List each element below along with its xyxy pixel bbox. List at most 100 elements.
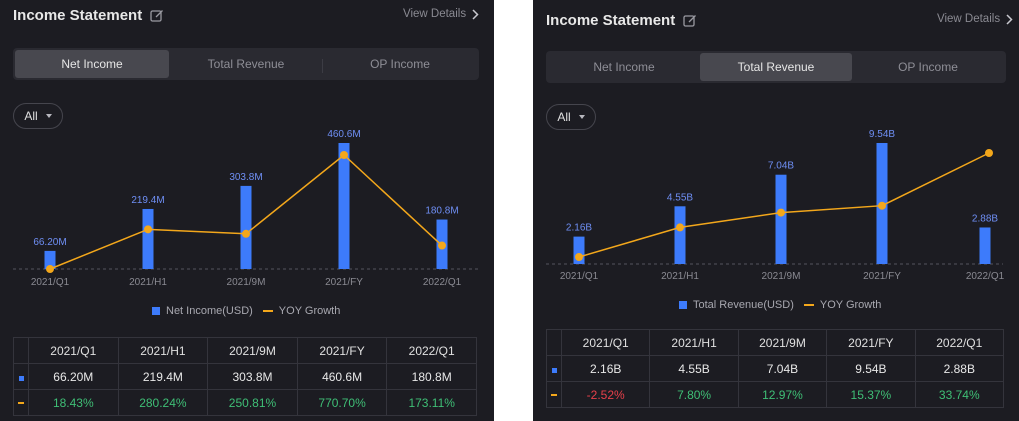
bar-series-marker <box>18 375 24 381</box>
tab-label: Net Income <box>593 60 655 74</box>
tab-net-income[interactable]: Net Income <box>548 53 700 81</box>
view-details-link[interactable]: View Details <box>937 13 1013 25</box>
period-filter-value: All <box>557 110 571 124</box>
panel-header: Income Statement <box>13 7 164 24</box>
yoy-growth-point[interactable] <box>340 151 348 159</box>
yoy-growth-point[interactable] <box>438 241 446 250</box>
metric-tabs: Net Income Total Revenue OP Income <box>546 51 1006 83</box>
column-header: 2021/9M <box>737 329 828 356</box>
table-header-row: 2021/Q1 2021/H1 2021/9M 2021/FY 2022/Q1 <box>13 337 477 364</box>
row-marker-cell <box>546 355 562 382</box>
tab-total-revenue[interactable]: Total Revenue <box>169 50 323 78</box>
legend-bar-label: Total Revenue(USD) <box>693 299 794 311</box>
growth-cell: 15.37% <box>826 381 916 408</box>
panel-header: Income Statement <box>546 12 697 29</box>
tab-label: Net Income <box>61 57 123 71</box>
x-tick-label: 2021/9M <box>227 277 266 288</box>
view-details-label: View Details <box>937 13 1001 25</box>
x-tick-label: 2021/FY <box>325 277 363 288</box>
view-details-link[interactable]: View Details <box>403 8 479 20</box>
growth-cell: 770.70% <box>296 389 388 416</box>
panel-title: Income Statement <box>13 7 143 24</box>
table-header-row: 2021/Q1 2021/H1 2021/9M 2021/FY 2022/Q1 <box>546 329 1005 356</box>
legend-bar-label: Net Income(USD) <box>166 305 253 317</box>
value-cell: 180.8M <box>386 363 477 390</box>
bar-value-label: 2.88B <box>972 213 998 224</box>
table-row-growth: 18.43% 280.24% 250.81% 770.70% 173.11% <box>13 389 477 416</box>
column-header: 2021/9M <box>207 337 298 364</box>
bar[interactable] <box>44 250 56 269</box>
growth-cell: 33.74% <box>914 381 1005 408</box>
growth-cell: -2.52% <box>560 381 651 408</box>
tab-op-income[interactable]: OP Income <box>852 53 1004 81</box>
period-filter-value: All <box>24 109 38 123</box>
yoy-growth-point[interactable] <box>676 223 684 232</box>
bar[interactable] <box>573 236 585 264</box>
yoy-growth-point[interactable] <box>242 229 250 238</box>
yoy-growth-point[interactable] <box>144 225 152 234</box>
x-tick-label: 2021/FY <box>863 271 901 282</box>
bar[interactable] <box>674 206 686 264</box>
legend-line-label: YOY Growth <box>819 299 882 311</box>
column-header: 2021/Q1 <box>28 337 119 364</box>
bar[interactable] <box>775 174 787 264</box>
x-tick-label: 2021/H1 <box>661 271 699 282</box>
tab-op-income[interactable]: OP Income <box>323 50 477 78</box>
yoy-growth-point[interactable] <box>777 208 785 217</box>
legend-item-line[interactable]: YOY Growth <box>262 305 340 317</box>
value-cell: 219.4M <box>117 363 209 390</box>
tab-separator <box>322 59 323 73</box>
chart-legend: Net Income(USD) YOY Growth <box>152 305 340 317</box>
legend-bar-swatch <box>152 307 160 315</box>
edit-icon[interactable] <box>150 9 164 23</box>
chart-legend: Total Revenue(USD) YOY Growth <box>679 299 881 311</box>
tab-total-revenue[interactable]: Total Revenue <box>700 53 852 81</box>
period-filter-dropdown[interactable]: All <box>546 104 596 130</box>
income-statement-panel-total-revenue: Income Statement View Details Net Income… <box>533 0 1019 421</box>
bar-value-label: 180.8M <box>425 206 458 217</box>
net-income-data-table: 2021/Q1 2021/H1 2021/9M 2021/FY 2022/Q1 … <box>13 337 477 416</box>
bar-series-marker <box>551 367 557 373</box>
tab-label: OP Income <box>370 57 430 71</box>
panel-title: Income Statement <box>546 12 676 29</box>
bar-value-label: 7.04B <box>768 161 794 172</box>
tab-label: Total Revenue <box>207 57 285 71</box>
caret-down-icon <box>578 115 585 119</box>
yoy-growth-point[interactable] <box>575 253 583 261</box>
bar[interactable] <box>142 208 154 269</box>
table-corner <box>13 337 29 364</box>
column-header: 2021/FY <box>826 329 916 356</box>
edit-icon[interactable] <box>683 14 697 28</box>
chevron-right-icon <box>1006 13 1013 25</box>
row-marker-cell <box>546 381 562 408</box>
legend-item-bar[interactable]: Total Revenue(USD) <box>679 299 794 311</box>
value-cell: 2.88B <box>914 355 1005 382</box>
bar-value-label: 460.6M <box>327 129 360 140</box>
yoy-growth-point[interactable] <box>46 265 54 273</box>
x-tick-label: 2021/H1 <box>129 277 167 288</box>
value-cell: 66.20M <box>28 363 119 390</box>
value-cell: 460.6M <box>296 363 388 390</box>
x-tick-label: 2022/Q1 <box>423 277 462 288</box>
table-corner <box>546 329 562 356</box>
x-tick-label: 2021/Q1 <box>560 271 599 282</box>
period-filter-dropdown[interactable]: All <box>13 103 63 129</box>
total-revenue-data-table: 2021/Q1 2021/H1 2021/9M 2021/FY 2022/Q1 … <box>546 329 1005 408</box>
column-header: 2021/Q1 <box>560 329 651 356</box>
bar[interactable] <box>979 227 991 264</box>
growth-cell: 280.24% <box>117 389 209 416</box>
legend-item-bar[interactable]: Net Income(USD) <box>152 305 253 317</box>
value-cell: 9.54B <box>826 355 916 382</box>
column-header: 2021/H1 <box>117 337 209 364</box>
growth-cell: 250.81% <box>207 389 298 416</box>
value-cell: 7.04B <box>737 355 828 382</box>
yoy-growth-point[interactable] <box>985 149 993 157</box>
x-tick-label: 2021/9M <box>762 271 801 282</box>
yoy-growth-point[interactable] <box>878 201 886 210</box>
tab-net-income[interactable]: Net Income <box>15 50 169 78</box>
net-income-chart: 66.20M 219.4M 303.8M 460.6M 180.8M 2021/Q1 202… <box>13 129 480 288</box>
bar[interactable] <box>338 143 350 269</box>
legend-item-line[interactable]: YOY Growth <box>803 299 882 311</box>
bar[interactable] <box>240 185 252 269</box>
legend-line-swatch <box>803 304 814 306</box>
